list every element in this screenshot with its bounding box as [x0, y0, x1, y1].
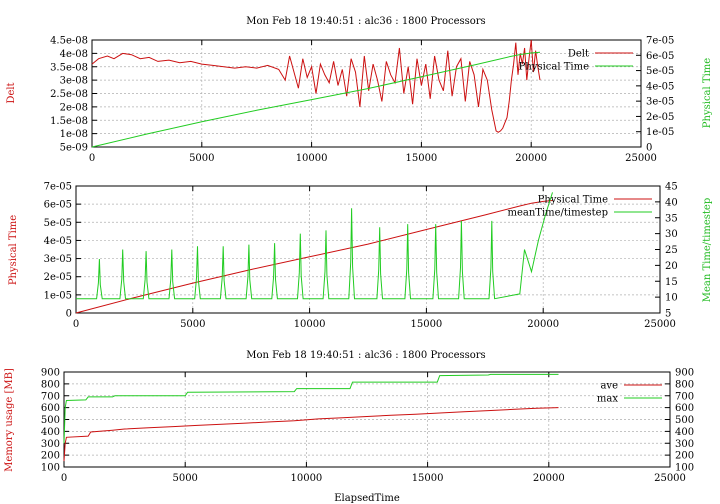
- y2-tick-label: 45: [665, 182, 678, 193]
- chart-3: 0 5000 10000 15000 20000 25000100200300400500…: [4, 368, 694, 504]
- plot-frame: [75, 185, 661, 314]
- y2-tick-label: 1e-05: [646, 127, 674, 138]
- y-tick-label: 700: [41, 391, 60, 402]
- y2-axis-label: Physical Time: [702, 58, 713, 128]
- y-tick-label: 3.5e-08: [50, 62, 88, 73]
- y-tick-label: 500: [41, 415, 60, 426]
- y2-tick-label: 500: [675, 415, 694, 426]
- y-tick-label: 100: [41, 463, 60, 474]
- plot-frame: [91, 39, 642, 148]
- chart-3-title: Mon Feb 18 19:40:51 : alc36 : 1800 Proce…: [246, 350, 485, 361]
- y2-tick-label: 5: [665, 309, 671, 320]
- y-tick-label: 2e-08: [60, 102, 88, 113]
- y-tick-label: 3e-08: [60, 76, 88, 87]
- y-tick-label: 6e-05: [44, 200, 72, 211]
- x-tick-label: 20000: [515, 153, 547, 164]
- y-tick-label: 400: [41, 427, 60, 438]
- y-tick-label: 900: [41, 368, 60, 379]
- x-tick-label: 10000: [296, 153, 328, 164]
- x-tick-label: 20000: [527, 319, 559, 330]
- x-tick-label: 25000: [644, 319, 676, 330]
- x-tick-label: 10000: [290, 473, 322, 484]
- y-tick-label: 200: [41, 451, 60, 462]
- y-tick-label: 4e-05: [44, 236, 72, 247]
- y2-tick-label: 5e-05: [646, 66, 674, 77]
- legend-label: Physical Time: [538, 195, 608, 206]
- y-tick-label: 800: [41, 379, 60, 390]
- x-tick-label: 15000: [410, 319, 442, 330]
- y-axis-label: Delt: [6, 82, 17, 103]
- y2-tick-label: 35: [665, 213, 678, 224]
- series-line-meantime-timestep: [76, 192, 553, 300]
- legend-label: Physical Time: [519, 62, 589, 73]
- y2-tick-label: 10: [665, 293, 678, 304]
- y2-tick-label: 200: [675, 451, 694, 462]
- y2-tick-label: 900: [675, 368, 694, 379]
- y2-tick-label: 400: [675, 427, 694, 438]
- y-tick-label: 4.5e-08: [50, 36, 88, 47]
- y2-axis-label: Mean Time/timestep: [702, 198, 713, 302]
- series-line-max: [63, 373, 559, 444]
- x-tick-label: 20000: [533, 473, 565, 484]
- chart-1-title: Mon Feb 18 19:40:51 : alc36 : 1800 Proce…: [246, 16, 485, 27]
- y2-tick-label: 100: [675, 463, 694, 474]
- y-tick-label: 0: [66, 309, 72, 320]
- y2-tick-label: 3e-05: [646, 97, 674, 108]
- y2-tick-label: 4e-05: [646, 81, 674, 92]
- y-tick-label: 3e-05: [44, 254, 72, 265]
- x-tick-label: 5000: [189, 153, 214, 164]
- y2-tick-label: 30: [665, 229, 678, 240]
- x-tick-label: 0: [89, 153, 95, 164]
- y2-tick-label: 15: [665, 277, 678, 288]
- chart-2: 0 5000 10000 15000 20000 25000 0 1e-05 2e-05 3e-0…: [8, 182, 713, 331]
- chart-1: 0 5000 10000 15000 20000 25000 5e-09 1e-08 1.5e-…: [6, 36, 713, 165]
- y2-tick-label: 25: [665, 245, 678, 256]
- y-axis-label: Physical Time: [8, 215, 19, 285]
- y-tick-label: 600: [41, 403, 60, 414]
- y2-tick-label: 6e-05: [646, 51, 674, 62]
- y-tick-label: 5e-05: [44, 218, 72, 229]
- legend-label: meanTime/timestep: [507, 208, 608, 219]
- y2-tick-label: 0: [646, 143, 652, 154]
- y2-tick-label: 2e-05: [646, 112, 674, 123]
- x-axis-label: ElapsedTime: [334, 493, 400, 504]
- y-tick-label: 2e-05: [44, 272, 72, 283]
- series-line-physical-time: [91, 51, 541, 148]
- series-line-physical-time: [75, 200, 553, 314]
- x-tick-label: 5000: [172, 473, 197, 484]
- y-tick-label: 7e-05: [44, 182, 72, 193]
- x-tick-label: 15000: [405, 153, 437, 164]
- y2-tick-label: 600: [675, 403, 694, 414]
- legend-label: ave: [600, 381, 618, 392]
- x-tick-label: 0: [73, 319, 79, 330]
- x-tick-label: 0: [61, 473, 67, 484]
- y-tick-label: 300: [41, 439, 60, 450]
- x-tick-label: 10000: [294, 319, 326, 330]
- x-tick-label: 25000: [654, 473, 686, 484]
- y-axis-label: Memory usage [MB]: [4, 368, 15, 472]
- y2-tick-label: 20: [665, 261, 678, 272]
- y-tick-label: 1.5e-08: [50, 116, 88, 127]
- y-tick-label: 2.5e-08: [50, 89, 88, 100]
- y-tick-label: 1e-05: [44, 290, 72, 301]
- legend-label: max: [597, 394, 618, 405]
- x-tick-label: 15000: [412, 473, 444, 484]
- legend-label: Delt: [568, 49, 589, 60]
- plot-frame: [63, 371, 671, 468]
- y2-tick-label: 40: [665, 197, 678, 208]
- y2-tick-label: 800: [675, 379, 694, 390]
- y2-tick-label: 7e-05: [646, 36, 674, 47]
- series-line-delt: [91, 39, 541, 133]
- y-tick-label: 5e-09: [60, 143, 88, 154]
- y2-tick-label: 300: [675, 439, 694, 450]
- y2-tick-label: 700: [675, 391, 694, 402]
- y-tick-label: 1e-08: [60, 129, 88, 140]
- x-tick-label: 5000: [180, 319, 205, 330]
- y-tick-label: 4e-08: [60, 49, 88, 60]
- series-line-ave: [63, 407, 559, 462]
- x-tick-label: 25000: [625, 153, 657, 164]
